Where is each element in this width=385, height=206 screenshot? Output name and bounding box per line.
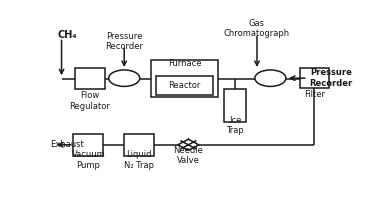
Text: Exhaust: Exhaust xyxy=(50,140,84,149)
Text: Ice
Trap: Ice Trap xyxy=(226,116,244,135)
Text: Filter: Filter xyxy=(304,90,325,99)
Text: Pressure
Recorder: Pressure Recorder xyxy=(105,32,143,51)
Text: Vacuum
Pump: Vacuum Pump xyxy=(72,150,105,170)
Text: Reactor: Reactor xyxy=(169,81,201,90)
Text: CH₄: CH₄ xyxy=(58,30,78,40)
Text: Flow
Regulator: Flow Regulator xyxy=(69,91,110,111)
Bar xyxy=(156,76,213,95)
Bar xyxy=(300,68,328,88)
Bar xyxy=(151,60,218,97)
Bar xyxy=(224,89,246,122)
Bar xyxy=(75,68,105,89)
Text: Liquid
N₂ Trap: Liquid N₂ Trap xyxy=(124,150,154,170)
Text: Needle
Valve: Needle Valve xyxy=(173,146,203,165)
Circle shape xyxy=(255,70,286,87)
Text: Pressure
Recorder: Pressure Recorder xyxy=(309,68,352,88)
Bar xyxy=(124,134,154,156)
Circle shape xyxy=(109,70,140,87)
Text: Furnace: Furnace xyxy=(168,59,201,68)
Bar xyxy=(74,134,103,156)
Text: Gas
Chromatograph: Gas Chromatograph xyxy=(224,19,290,38)
